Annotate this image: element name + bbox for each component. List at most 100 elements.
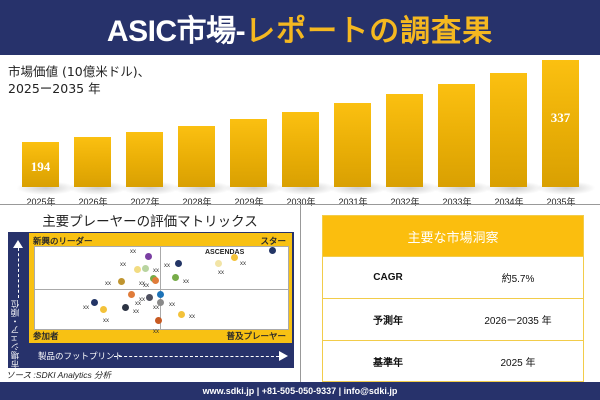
quadrant-label-pervasive-players: 普及プレーヤー	[226, 332, 286, 342]
player-dot	[178, 311, 185, 318]
player-dot	[175, 260, 182, 267]
x-tick-label: 2027年	[130, 197, 160, 207]
vertical-divider	[300, 204, 301, 382]
insight-row-forecast-years: 予測年 2026ー2035 年	[323, 298, 583, 340]
x-tick-label: 2029年	[234, 197, 264, 207]
player-label: xx	[130, 249, 136, 255]
x-tick-label: 2033年	[442, 197, 472, 207]
player-label: xx	[120, 262, 126, 268]
title-primary: ASIC市場-	[106, 14, 246, 48]
y-axis-label: 市場シェア・順位	[11, 300, 21, 368]
bar-2035年	[542, 60, 579, 187]
player-label: xx	[133, 309, 139, 315]
x-tick-label: 2026年	[78, 197, 108, 207]
player-dot	[172, 274, 179, 281]
y-axis-dashed-line	[18, 248, 19, 298]
x-tick-label: 2028年	[182, 197, 212, 207]
matrix-plot-area: ASCENDAS xx xx xx xx xx xx xx xx xx xx xx xx xx xx xx x…	[34, 246, 289, 335]
player-dot	[231, 254, 238, 261]
player-label: xx	[153, 305, 159, 311]
player-dot	[122, 304, 129, 311]
player-dot	[118, 278, 125, 285]
player-label: xx	[143, 283, 149, 289]
header-banner: ASIC市場- レポートの調査果	[0, 0, 600, 55]
quadrant-label-emerging-leaders: 新興のリーダー	[33, 237, 93, 247]
player-dot	[128, 291, 135, 298]
bar-chart-title-line2: 2025ー2035 年	[8, 81, 101, 96]
player-dot	[142, 265, 149, 272]
x-tick-label: 2035年	[546, 197, 576, 207]
bar-2032年	[386, 94, 423, 187]
player-dot	[157, 299, 164, 306]
insight-key: 基準年	[373, 358, 403, 369]
player-label: xx	[139, 297, 145, 303]
bar-2026年	[74, 137, 111, 187]
matrix-horizontal-midline	[35, 289, 288, 290]
insight-key: CAGR	[373, 272, 403, 283]
player-label: xx	[153, 268, 159, 274]
matrix-vertical-midline	[160, 247, 161, 329]
player-label: xx	[218, 270, 224, 276]
player-label: xx	[153, 329, 159, 335]
player-label: xx	[105, 281, 111, 287]
player-label: xx	[103, 318, 109, 324]
footer-contact: www.sdki.jp | +81-505-050-9337 | info@sd…	[0, 382, 600, 400]
player-label: xx	[189, 314, 195, 320]
source-note: ソース :SDKI Analytics 分析	[6, 370, 112, 380]
insight-row-cagr: CAGR 約5.7%	[323, 256, 583, 298]
x-tick-label: 2030年	[286, 197, 316, 207]
bar-chart-title-line1: 市場価値 (10億米ドル)、	[8, 64, 151, 79]
player-dot	[145, 253, 152, 260]
title-secondary: レポートの調査果	[245, 14, 494, 48]
arrow-up-icon	[13, 240, 23, 248]
player-dot	[157, 291, 164, 298]
player-label: xx	[83, 305, 89, 311]
player-dot	[146, 294, 153, 301]
player-dot	[100, 306, 107, 313]
insights-title: 主要な市場洞察	[323, 216, 583, 256]
bar-value-label: 337	[550, 110, 571, 125]
bar-2028年	[178, 126, 215, 187]
insight-value: 約5.7%	[501, 274, 535, 285]
bar-2031年	[334, 103, 371, 187]
player-label: xx	[240, 261, 246, 267]
player-label: xx	[139, 281, 145, 287]
x-axis-dashed-line	[114, 356, 279, 357]
bar-2027年	[126, 132, 163, 187]
bar-chart: 194 2025年 2026年 2027年 2028年 2029年 2030年 2031年 20…	[0, 55, 600, 208]
bar-value-label: 194	[30, 159, 51, 174]
player-dot	[269, 247, 276, 254]
y-axis: 市場シェア・順位	[8, 232, 29, 368]
player-label: xx	[169, 302, 175, 308]
insight-value: 2025 年	[500, 358, 536, 369]
insight-key: 予測年	[373, 316, 403, 327]
player-dot	[215, 260, 222, 267]
matrix-title: 主要プレーヤーの評価マトリックス	[42, 214, 258, 230]
brand-label-ascendas: ASCENDAS	[205, 249, 245, 256]
bar-2034年	[490, 73, 527, 187]
player-dot	[134, 266, 141, 273]
bar-2033年	[438, 84, 475, 187]
player-label: xx	[135, 301, 141, 307]
x-tick-label: 2032年	[390, 197, 420, 207]
player-label: xx	[183, 279, 189, 285]
player-dot	[155, 317, 162, 324]
quadrant-label-participants: 参加者	[33, 332, 59, 342]
bar-2030年	[282, 112, 319, 187]
bar-chart-title: 市場価値 (10億米ドル)、 2025ー2035 年	[8, 63, 150, 97]
x-tick-label: 2025年	[26, 197, 56, 207]
x-axis-label: 製品のフットプリント	[38, 352, 124, 362]
bar-2025年	[22, 142, 59, 187]
insight-value: 2026ー2035 年	[484, 316, 552, 327]
market-insights-table: 主要な市場洞察 CAGR 約5.7% 予測年 2026ー2035 年 基準年 2…	[322, 215, 584, 382]
x-tick-label: 2034年	[494, 197, 524, 207]
player-label: xx	[164, 263, 170, 269]
arrow-right-icon	[279, 351, 288, 361]
player-dot	[152, 277, 159, 284]
player-dot	[91, 299, 98, 306]
insight-row-base-year: 基準年 2025 年	[323, 340, 583, 382]
quadrant-label-stars: スター	[260, 237, 286, 247]
x-tick-label: 2031年	[338, 197, 368, 207]
bar-2029年	[230, 119, 267, 187]
